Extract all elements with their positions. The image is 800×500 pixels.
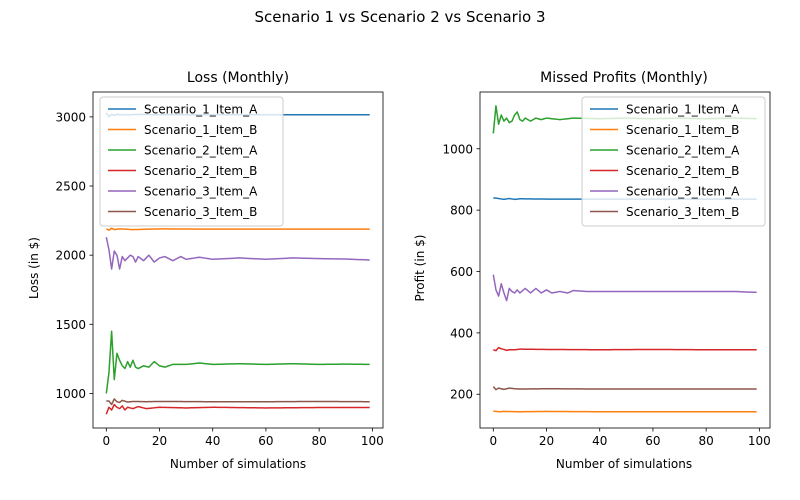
missed-profits-chart-frame	[479, 91, 771, 429]
missed-profits-chart-ytick-label: 600	[450, 265, 473, 279]
missed-profits-chart: Missed Profits (Monthly) Number of simul…	[413, 70, 771, 471]
loss-chart-legend-box	[99, 96, 284, 227]
missed-profits-chart-xlabel: Number of simulations	[556, 457, 692, 471]
loss-chart-ytick-label: 2000	[55, 249, 86, 263]
loss-chart-ytick-label: 1000	[55, 387, 86, 401]
loss-chart-ytick-label: 2500	[55, 180, 86, 194]
loss-chart-series-scenario-2-item-b	[105, 403, 370, 415]
missed-profits-chart-legend-label: Scenario_2_Item_A	[626, 144, 740, 158]
missed-profits-chart-legend-label: Scenario_3_Item_B	[626, 205, 739, 219]
loss-chart-ytick-label: 3000	[55, 110, 86, 124]
missed-profits-chart-series-scenario-2-item-b	[493, 346, 757, 352]
loss-chart-legend-label: Scenario_3_Item_B	[144, 205, 257, 219]
missed-profits-chart-legend-label: Scenario_3_Item_A	[626, 185, 740, 199]
loss-chart-legend-label: Scenario_2_Item_B	[144, 164, 257, 178]
missed-profits-chart-legend-box	[581, 96, 766, 227]
missed-profits-chart-legend-label: Scenario_2_Item_B	[626, 164, 739, 178]
loss-chart-xlabel: Number of simulations	[170, 457, 306, 471]
missed-profits-chart-ytick-label: 800	[450, 204, 473, 218]
missed-profits-chart-xtick-label: 100	[748, 434, 771, 448]
missed-profits-chart-series-scenario-1-item-b	[493, 410, 757, 413]
loss-chart-xtick-label: 100	[361, 434, 384, 448]
missed-profits-chart-series-scenario-3-item-a	[492, 274, 757, 302]
loss-chart-xtick-label: 60	[258, 434, 273, 448]
loss-chart-series-scenario-3-item-b	[106, 398, 370, 406]
missed-profits-chart-legend: Scenario_1_Item_A Scenario_1_Item_B Scenar…	[581, 96, 766, 227]
loss-chart-xtick-label: 80	[312, 434, 327, 448]
missed-profits-chart-series-scenario-3-item-b	[492, 386, 757, 391]
figure-suptitle: Scenario 1 vs Scenario 2 vs Scenario 3	[254, 8, 545, 26]
loss-chart-legend-label: Scenario_3_Item_A	[144, 185, 258, 199]
loss-chart-legend: Scenario_1_Item_A Scenario_1_Item_B Scenar…	[99, 96, 284, 227]
loss-chart-xtick-label: 0	[102, 434, 110, 448]
missed-profits-chart-xtick-label: 20	[539, 434, 554, 448]
missed-profits-chart-xtick-label: 0	[489, 434, 497, 448]
missed-profits-chart-xtick-label: 60	[645, 434, 660, 448]
loss-chart-series-scenario-2-item-a	[105, 330, 370, 394]
loss-chart-ytick-label: 1500	[55, 318, 86, 332]
missed-profits-chart-title: Missed Profits (Monthly)	[540, 70, 708, 86]
loss-chart-ylabel: Loss (in $)	[27, 237, 41, 299]
loss-chart-title: Loss (Monthly)	[187, 70, 289, 86]
loss-chart-frame	[92, 91, 384, 429]
missed-profits-chart-xtick-label: 40	[592, 434, 607, 448]
missed-profits-chart-ytick-label: 200	[450, 388, 473, 402]
missed-profits-chart-ylabel: Profit (in $)	[413, 235, 427, 302]
loss-chart: Loss (Monthly) Number of simulations Los…	[27, 70, 384, 471]
loss-chart-xtick-label: 20	[152, 434, 167, 448]
missed-profits-chart-ytick-label: 400	[450, 326, 473, 340]
loss-chart-series-scenario-3-item-a	[105, 237, 370, 270]
missed-profits-chart-ytick-label: 1000	[442, 142, 473, 156]
loss-chart-xtick-label: 40	[205, 434, 220, 448]
missed-profits-chart-legend-label: Scenario_1_Item_B	[626, 123, 739, 137]
loss-chart-legend-label: Scenario_2_Item_A	[144, 144, 258, 158]
missed-profits-chart-legend-label: Scenario_1_Item_A	[626, 103, 740, 117]
loss-chart-legend-label: Scenario_1_Item_B	[144, 123, 257, 137]
loss-chart-series-scenario-1-item-b	[105, 227, 370, 232]
missed-profits-chart-xtick-label: 80	[699, 434, 714, 448]
loss-chart-legend-label: Scenario_1_Item_A	[144, 103, 258, 117]
